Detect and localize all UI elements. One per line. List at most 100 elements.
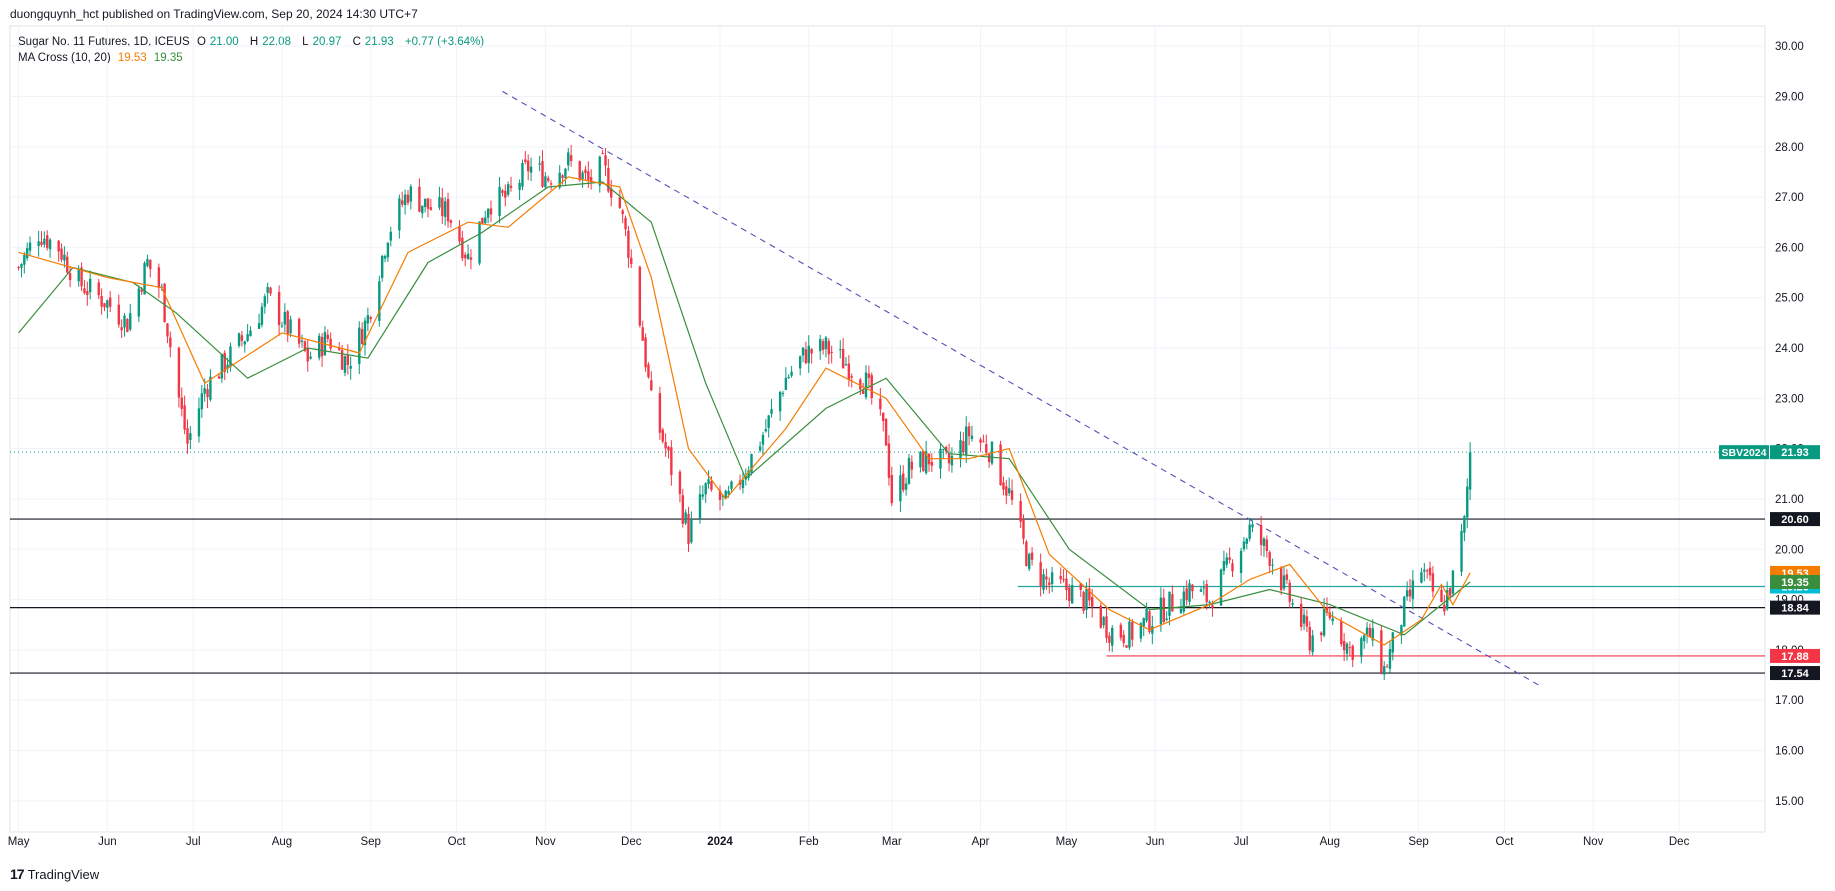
candle-body — [1005, 486, 1008, 496]
candle-body — [1228, 557, 1231, 561]
candle-body — [269, 287, 272, 294]
x-tick-label: Oct — [448, 836, 467, 848]
candle-body — [1345, 643, 1349, 654]
symbol-ohlc-row[interactable]: Sugar No. 11 Futures, 1D, ICEUS O 21.00 H… — [18, 34, 488, 50]
candle-body — [1380, 630, 1383, 673]
candle-body — [1325, 606, 1329, 613]
candle-body — [1340, 621, 1343, 645]
candle-body — [303, 341, 307, 351]
candle-body — [821, 341, 825, 350]
candle-body — [684, 512, 687, 524]
candle-body — [1245, 538, 1249, 544]
candle-body — [1403, 596, 1406, 627]
candle-body — [1088, 588, 1091, 601]
candle-body — [189, 433, 192, 440]
candle-body — [1348, 647, 1352, 649]
candle-body — [177, 347, 181, 398]
candle-body — [747, 470, 750, 478]
candle-body — [547, 178, 550, 181]
plot-frame — [9, 25, 1766, 833]
candle-body — [589, 177, 593, 182]
candle-body — [123, 315, 126, 328]
candle-body — [1171, 594, 1174, 612]
candle-body — [839, 349, 842, 351]
candle-body — [764, 429, 768, 432]
candle-body — [1460, 530, 1463, 572]
candle-body — [149, 259, 152, 270]
candle-body — [810, 349, 813, 354]
candle-body — [638, 266, 642, 326]
candle-body — [143, 263, 146, 295]
candle-body — [289, 319, 292, 334]
candle-body — [879, 398, 882, 410]
candle-body — [1182, 591, 1186, 612]
candle-body — [48, 239, 52, 250]
candle-body — [1059, 575, 1062, 580]
ma-price-badge-bg — [1770, 574, 1820, 589]
candle-body — [504, 190, 507, 198]
candle-body — [704, 483, 707, 495]
candle-body — [1368, 627, 1372, 638]
candle-body — [418, 186, 421, 212]
symbol-tag-bg — [1719, 445, 1769, 460]
candle-body — [23, 254, 26, 265]
candle-body — [841, 349, 845, 369]
candle-body — [1082, 592, 1085, 611]
candle-body — [724, 490, 727, 498]
candle-body — [1159, 597, 1163, 625]
candle-body — [60, 248, 63, 260]
candle-body — [1070, 584, 1074, 604]
candle-body — [544, 176, 547, 188]
candle-body — [564, 168, 567, 178]
candle-body — [349, 365, 352, 369]
x-tick-label: Aug — [272, 836, 292, 848]
candle-body — [1205, 583, 1208, 603]
candle-body — [200, 393, 204, 410]
candle-body — [942, 448, 945, 450]
candle-body — [423, 198, 427, 208]
candle-body — [1331, 618, 1334, 622]
candle-body — [449, 220, 453, 223]
candle-body — [758, 446, 762, 451]
candle-body — [28, 242, 32, 251]
candle-body — [120, 327, 123, 331]
candle-body — [985, 444, 988, 453]
x-tick-label: Oct — [1496, 836, 1515, 848]
candle-body — [401, 200, 404, 205]
y-tick-label: 28.00 — [1775, 142, 1804, 154]
candle-body — [727, 490, 730, 495]
trendline — [502, 90, 1540, 686]
candle-body — [1131, 622, 1134, 640]
candle-body — [1162, 597, 1165, 623]
candle-body — [1007, 488, 1011, 494]
candle-body — [667, 446, 670, 451]
candle-body — [1185, 588, 1188, 601]
level-price-badge-bg — [1770, 666, 1820, 681]
candle-body — [967, 426, 971, 437]
candle-body — [1408, 589, 1412, 597]
y-tick-label: 20.00 — [1775, 544, 1804, 556]
candle-body — [481, 217, 484, 224]
candle-body — [1145, 608, 1148, 621]
candle-body — [1299, 603, 1303, 627]
candle-body — [1388, 649, 1392, 669]
candle-body — [306, 347, 309, 362]
candle-body — [807, 345, 810, 364]
ma-cross-row[interactable]: MA Cross (10, 20) 19.53 19.35 — [18, 50, 488, 66]
candle-body — [140, 289, 143, 292]
candle-body — [249, 330, 252, 337]
candle-body — [1122, 634, 1125, 643]
candle-body — [621, 210, 624, 215]
candle-body — [340, 350, 344, 370]
candle-body — [1239, 550, 1243, 574]
candle-body — [1351, 645, 1354, 660]
candle-body — [538, 163, 541, 165]
candle-body — [1305, 616, 1309, 627]
candle-body — [524, 159, 527, 163]
candle-body — [1383, 666, 1386, 675]
price-chart[interactable]: 30.00 29.00 28.00 27.00 26.00 25.00 24.00 23.00… — [0, 0, 1835, 860]
high-value: H 22.08 — [249, 36, 291, 48]
candle-body — [286, 311, 289, 335]
candle-body — [1168, 591, 1171, 616]
candle-body — [761, 434, 765, 445]
